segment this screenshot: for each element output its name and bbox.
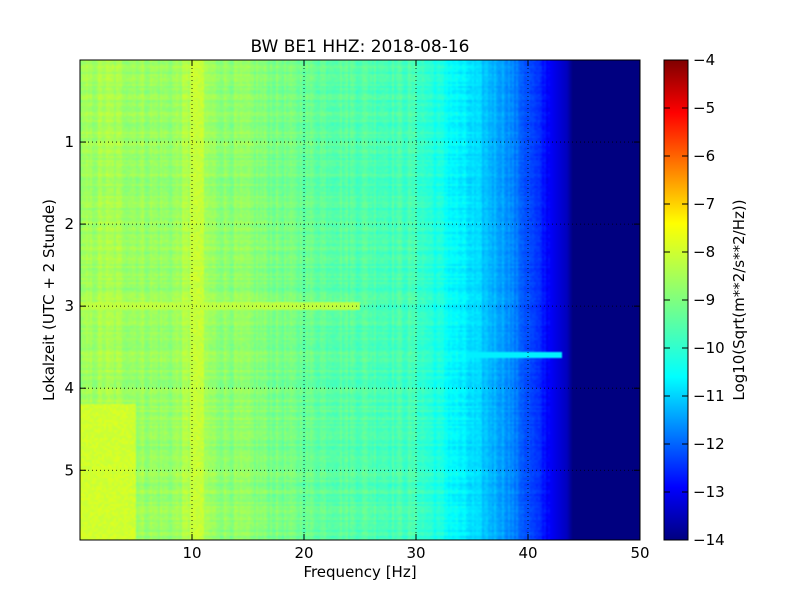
colorbar-tick-label: −9	[693, 291, 715, 309]
y-axis: 1 2 3 4 5	[64, 133, 640, 479]
x-tick-label: 20	[294, 544, 313, 562]
colorbar-tick-label: −10	[693, 339, 725, 357]
spectrogram-heatmap	[80, 60, 640, 540]
y-tick-label: 5	[64, 461, 74, 479]
x-tick-label: 50	[630, 544, 649, 562]
colorbar-tick-label: −6	[693, 147, 715, 165]
y-tick-label: 4	[64, 379, 74, 397]
colorbar-tick-label: −8	[693, 243, 715, 261]
colorbar-tick-label: −12	[693, 435, 725, 453]
x-axis-label: Frequency [Hz]	[303, 563, 416, 581]
colorbar-tick-label: −4	[693, 51, 715, 69]
y-tick-label: 2	[64, 215, 74, 233]
plot-frame	[79, 59, 641, 541]
x-tick-label: 10	[182, 544, 201, 562]
colorbar: −4 −5 −6 −7 −8 −9 −10 −11 −12 −13 −14	[663, 51, 725, 549]
chart-title: BW BE1 HHZ: 2018-08-16	[250, 37, 469, 57]
colorbar-tick-label: −11	[693, 387, 725, 405]
colorbar-tick-label: −7	[693, 195, 715, 213]
plot-area: 10 20 30 40 50 1 2 3 4 5	[64, 59, 650, 562]
colorbar-tick-label: −5	[693, 99, 715, 117]
colorbar-ticks: −4 −5 −6 −7 −8 −9 −10 −11 −12 −13 −14	[664, 51, 725, 549]
y-axis-label: Lokalzeit (UTC + 2 Stunde)	[40, 199, 58, 401]
x-axis: 10 20 30 40 50	[182, 60, 650, 562]
grid-lines	[80, 60, 640, 540]
y-tick-label: 1	[64, 133, 74, 151]
x-tick-label: 30	[406, 544, 425, 562]
colorbar-tick-label: −14	[693, 531, 725, 549]
colorbar-tick-label: −13	[693, 483, 725, 501]
y-tick-label: 3	[64, 297, 74, 315]
x-tick-label: 40	[518, 544, 537, 562]
colorbar-label: Log10(Sqrt(m**2/s**2/Hz))	[730, 199, 748, 400]
